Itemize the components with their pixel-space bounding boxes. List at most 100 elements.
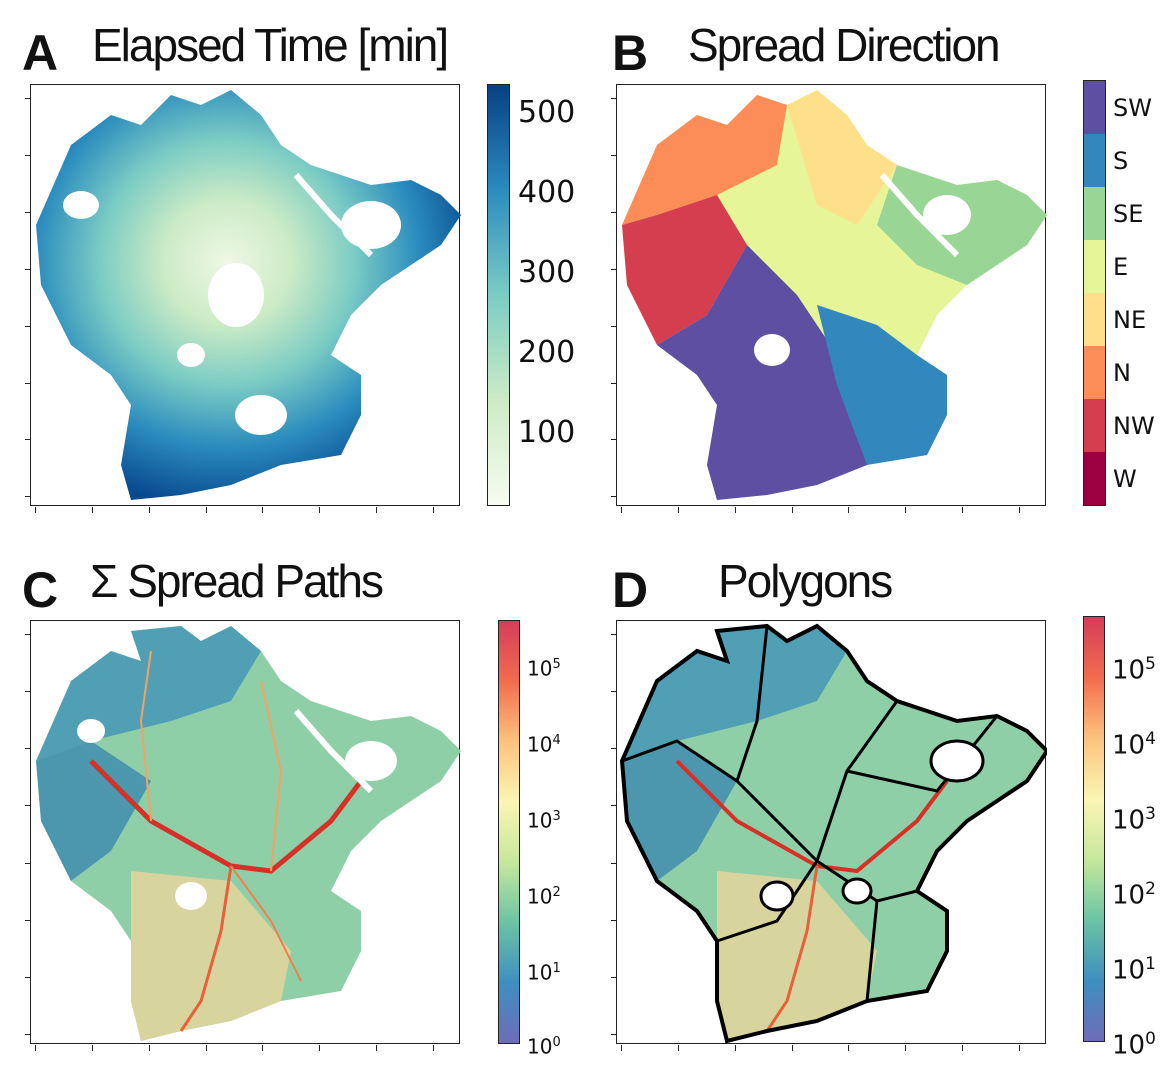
y-axis-tick xyxy=(611,269,617,270)
y-axis-tick xyxy=(25,920,31,921)
panel-b-map-svg xyxy=(622,90,1047,500)
y-axis-tick xyxy=(25,1034,31,1035)
panel-c-cbar-tick-1e0: 100 xyxy=(527,1034,561,1059)
y-axis-tick xyxy=(25,326,31,327)
panel-d-cbar-tick-1e2: 102 xyxy=(1112,878,1156,911)
x-axis-tick xyxy=(319,1045,320,1051)
swatch-nw xyxy=(1084,399,1105,452)
panel-c-cbar-tick-1e4: 104 xyxy=(527,732,561,757)
swatch-n xyxy=(1084,346,1105,399)
x-axis-tick xyxy=(35,1045,36,1051)
y-axis-tick xyxy=(611,920,617,921)
x-axis-tick xyxy=(433,1045,434,1051)
panel-c-letter: C xyxy=(22,562,58,618)
polygon-boundaries xyxy=(619,623,1047,1044)
panel-b-cat-n: N xyxy=(1113,359,1131,387)
x-axis-tick xyxy=(433,507,434,513)
y-axis-tick xyxy=(611,326,617,327)
swatch-sw xyxy=(1084,81,1105,134)
panel-a-letter: A xyxy=(22,25,58,81)
panel-c-title: Σ Spread Paths xyxy=(90,555,384,607)
y-axis-tick xyxy=(25,748,31,749)
x-axis-tick xyxy=(905,1045,906,1051)
x-axis-tick xyxy=(92,1045,93,1051)
y-axis-tick xyxy=(611,748,617,749)
y-axis-tick xyxy=(611,805,617,806)
y-axis-tick xyxy=(25,439,31,440)
swatch-se xyxy=(1084,187,1105,240)
x-axis-tick xyxy=(621,1045,622,1051)
y-axis-tick xyxy=(25,805,31,806)
panel-c-map xyxy=(25,620,461,1051)
panel-d-colorbar xyxy=(1083,616,1105,1042)
y-axis-tick xyxy=(25,269,31,270)
x-axis-tick xyxy=(962,1045,963,1051)
panel-a-cbar-tick-400: 400 xyxy=(518,175,576,210)
y-axis-tick xyxy=(611,439,617,440)
x-axis-tick xyxy=(35,507,36,513)
y-axis-tick xyxy=(25,977,31,978)
x-axis-tick xyxy=(735,507,736,513)
y-axis-tick xyxy=(611,863,617,864)
y-axis-tick xyxy=(611,155,617,156)
y-axis-tick xyxy=(25,383,31,384)
x-axis-tick xyxy=(735,1045,736,1051)
x-axis-tick xyxy=(319,507,320,513)
y-axis-tick xyxy=(25,212,31,213)
panel-c-colorbar xyxy=(498,620,520,1044)
panel-d-title: Polygons xyxy=(718,555,893,607)
x-axis-tick xyxy=(1019,507,1020,513)
y-axis-tick xyxy=(25,634,31,635)
panel-a-colorbar xyxy=(487,84,510,506)
y-axis-tick xyxy=(25,98,31,99)
panel-d-letter: D xyxy=(612,562,648,618)
panel-b-title: Spread Direction xyxy=(688,19,1001,71)
y-axis-tick xyxy=(611,98,617,99)
panel-d-cbar-tick-1e0: 100 xyxy=(1112,1028,1156,1061)
y-axis-tick xyxy=(611,634,617,635)
x-axis-tick xyxy=(792,507,793,513)
panel-c-cbar-tick-1e1: 101 xyxy=(527,960,561,985)
panel-b-colorbar-swatches xyxy=(1084,81,1105,505)
x-axis-tick xyxy=(149,507,150,513)
swatch-e xyxy=(1084,240,1105,293)
y-axis-tick xyxy=(611,1034,617,1035)
swatch-s xyxy=(1084,134,1105,187)
panel-b-cat-ne: NE xyxy=(1113,306,1147,334)
x-axis-tick xyxy=(678,507,679,513)
x-axis-tick xyxy=(206,507,207,513)
panel-a-map-svg xyxy=(36,90,461,500)
panel-a-cbar-tick-500: 500 xyxy=(518,95,576,130)
y-axis-tick xyxy=(611,212,617,213)
x-axis-tick xyxy=(262,507,263,513)
x-axis-tick xyxy=(92,507,93,513)
x-axis-tick xyxy=(962,507,963,513)
panel-a-title: Elapsed Time [min] xyxy=(92,19,449,71)
y-axis-tick xyxy=(25,691,31,692)
panel-d-cbar-tick-1e1: 101 xyxy=(1112,953,1156,986)
y-axis-tick xyxy=(611,496,617,497)
panel-b-cat-s: S xyxy=(1113,147,1129,175)
panel-a-cbar-tick-100: 100 xyxy=(518,415,576,450)
y-axis-tick xyxy=(25,863,31,864)
x-axis-tick xyxy=(376,1045,377,1051)
panel-b-map xyxy=(611,84,1047,513)
x-axis-tick xyxy=(848,1045,849,1051)
panel-b-cat-nw: NW xyxy=(1113,412,1155,440)
panel-a-map xyxy=(25,84,461,513)
panel-d-map xyxy=(611,620,1047,1051)
main-spread-path xyxy=(89,759,363,874)
panel-a-cbar-tick-300: 300 xyxy=(518,255,576,290)
x-axis-tick xyxy=(206,1045,207,1051)
x-axis-tick xyxy=(905,507,906,513)
x-axis-tick xyxy=(792,1045,793,1051)
x-axis-tick xyxy=(848,507,849,513)
panel-b-cat-w: W xyxy=(1113,465,1137,493)
x-axis-tick xyxy=(1019,1045,1020,1051)
panel-d-cbar-tick-1e4: 104 xyxy=(1112,728,1156,761)
y-axis-tick xyxy=(611,977,617,978)
y-axis-tick xyxy=(25,496,31,497)
panel-b-colorbar xyxy=(1083,80,1106,506)
swatch-ne xyxy=(1084,293,1105,346)
swatch-w xyxy=(1084,452,1105,505)
